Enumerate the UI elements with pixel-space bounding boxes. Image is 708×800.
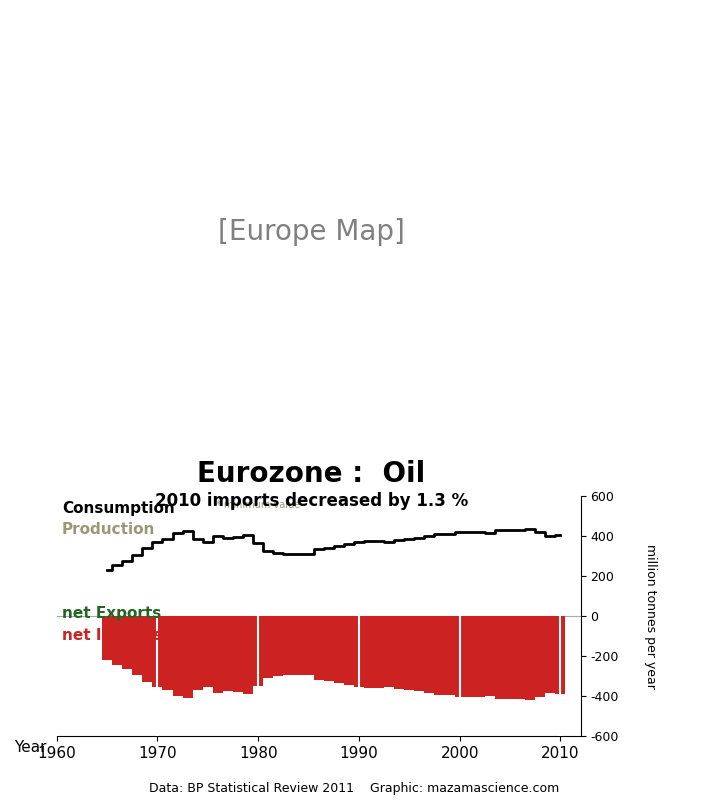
Bar [233, 616, 243, 692]
Bar [213, 616, 223, 693]
Bar [404, 616, 414, 690]
Y-axis label: million tonnes per year: million tonnes per year [644, 543, 656, 689]
Bar [173, 616, 183, 696]
Bar [535, 616, 545, 697]
Bar [293, 616, 304, 674]
Bar [555, 616, 566, 694]
Text: Data: BP Statistical Review 2011    Graphic: mazamascience.com: Data: BP Statistical Review 2011 Graphic… [149, 782, 559, 795]
Bar [112, 616, 122, 665]
Bar [273, 616, 283, 676]
Bar [223, 616, 233, 691]
Text: net Exports: net Exports [62, 606, 161, 622]
Text: net Imports: net Imports [62, 628, 162, 643]
Bar [253, 616, 263, 686]
Bar [324, 616, 333, 682]
Bar [475, 616, 485, 697]
Bar [122, 616, 132, 669]
Bar [435, 616, 445, 694]
Bar [495, 616, 505, 698]
Bar [374, 616, 384, 688]
Bar [485, 616, 495, 696]
Bar [333, 616, 344, 683]
Bar [354, 616, 364, 687]
Bar [445, 616, 455, 694]
Bar [193, 616, 202, 690]
Text: * minimum value: * minimum value [217, 499, 301, 510]
Bar [283, 616, 293, 674]
Bar [142, 616, 152, 682]
Bar [162, 616, 173, 690]
Bar [525, 616, 535, 700]
Bar [515, 616, 525, 699]
Text: Year: Year [14, 740, 47, 755]
Bar [505, 616, 515, 699]
Text: [Europe Map]: [Europe Map] [218, 218, 405, 246]
Bar [364, 616, 374, 688]
Bar [183, 616, 193, 698]
Bar [304, 616, 314, 675]
Bar [455, 616, 464, 697]
Bar [344, 616, 354, 686]
Text: Production: Production [62, 522, 155, 538]
Bar [202, 616, 213, 687]
Text: 2010 imports decreased by 1.3 %: 2010 imports decreased by 1.3 % [155, 492, 468, 510]
Text: Eurozone :  Oil: Eurozone : Oil [198, 460, 426, 488]
Bar [384, 616, 394, 686]
Bar [132, 616, 142, 675]
Bar [314, 616, 324, 680]
Bar [414, 616, 424, 691]
Bar [263, 616, 273, 678]
Bar [102, 616, 112, 660]
Bar [545, 616, 555, 693]
Bar [243, 616, 253, 694]
Bar [424, 616, 435, 693]
Bar [394, 616, 404, 689]
Bar [464, 616, 475, 698]
Bar [152, 616, 162, 687]
Text: Consumption: Consumption [62, 501, 175, 516]
